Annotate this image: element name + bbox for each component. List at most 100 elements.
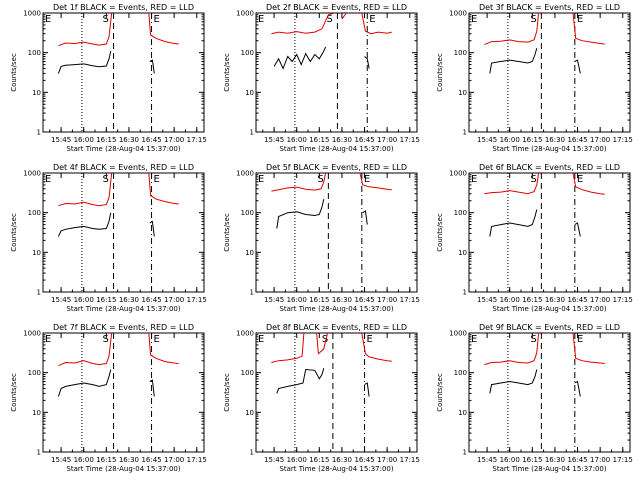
y-tick-label: 1 [250,129,254,137]
y-tick-label: 1 [463,289,467,297]
x-axis-label: Start Time (28-Aug-04 15:37:00) [492,305,606,313]
y-tick-label: 10 [32,249,41,257]
x-tick-label: 16:15 [309,296,329,304]
y-tick-label: 100 [28,49,41,57]
y-tick-label: 1000 [236,330,254,338]
x-tick-label: 15:45 [264,456,284,464]
y-tick-label: 10 [458,249,467,257]
y-tick-label: 100 [28,209,41,217]
y-tick-label: 10 [32,89,41,97]
x-tick-label: 16:30 [545,456,565,464]
detector-panel: Det 2f BLACK = Events, RED = LLD 1 10 100 10… [223,3,420,153]
lld-series-line [484,13,540,46]
x-tick-label: 17:15 [400,456,420,464]
lld-series-line [148,333,179,364]
x-tick-label: 17:00 [377,456,397,464]
x-tick-label: 17:00 [377,296,397,304]
x-tick-label: 16:15 [309,456,329,464]
marker-e-label: E [45,14,51,25]
x-tick-label: 16:15 [522,136,542,144]
detector-panel: Det 5f BLACK = Events, RED = LLD 1 10 100 10… [223,163,420,313]
y-tick-label: 1000 [449,170,467,178]
x-tick-label: 16:00 [74,136,94,144]
marker-s-label: S [322,334,328,345]
lld-series-line [58,173,113,207]
marker-s-label: S [103,174,109,185]
x-axis-label: Start Time (28-Aug-04 15:37:00) [279,465,393,473]
y-tick-label: 1 [463,449,467,457]
x-tick-label: 16:15 [522,296,542,304]
lld-series-line [572,173,605,195]
events-series-line [574,59,581,74]
marker-e-label: E [577,334,583,345]
y-axis-label: Counts/sec [436,373,444,412]
detector-panel: Det 6f BLACK = Events, RED = LLD 1 10 100 10… [436,163,633,313]
events-series-line [276,198,325,229]
detector-panel: Det 8f BLACK = Events, RED = LLD 1 10 100 10… [223,323,420,473]
marker-s-label: S [530,14,536,25]
marker-e-label: E [471,14,477,25]
y-tick-label: 10 [245,249,254,257]
x-tick-label: 17:00 [590,136,610,144]
x-tick-label: 16:00 [287,456,307,464]
marker-e-label: E [369,14,375,25]
x-tick-label: 16:45 [567,136,587,144]
lld-series-line [361,13,392,35]
events-series-line [364,382,370,397]
x-tick-label: 17:00 [590,296,610,304]
x-tick-label: 15:45 [477,456,497,464]
y-tick-label: 1000 [23,330,41,338]
y-axis-label: Counts/sec [436,213,444,252]
marker-s-label: S [103,14,109,25]
x-tick-label: 15:45 [51,136,71,144]
plot-frame [468,12,631,133]
panel-title: Det 6f BLACK = Events, RED = LLD [479,163,620,172]
y-tick-label: 10 [32,409,41,417]
x-tick-label: 17:15 [400,296,420,304]
x-tick-label: 17:00 [164,136,184,144]
marker-e-label: E [471,334,477,345]
y-tick-label: 100 [241,369,254,377]
x-tick-label: 16:45 [354,296,374,304]
lld-series-line [572,13,605,45]
plot-frame [468,332,631,453]
marker-e-label: E [577,174,583,185]
events-series-line [57,369,112,397]
detector-panel: Det 7f BLACK = Events, RED = LLD 1 10 100 10… [10,323,207,473]
x-axis-label: Start Time (28-Aug-04 15:37:00) [279,305,393,313]
y-tick-label: 1000 [449,10,467,18]
plot-frame [42,172,205,293]
x-tick-label: 16:15 [309,136,329,144]
marker-e-label: E [367,334,373,345]
y-axis-label: Counts/sec [223,213,231,252]
y-tick-label: 100 [241,49,254,57]
x-tick-label: 17:15 [613,456,633,464]
x-axis-label: Start Time (28-Aug-04 15:37:00) [492,465,606,473]
lld-series-line [271,13,335,35]
x-tick-label: 16:15 [96,456,116,464]
x-tick-label: 16:00 [500,296,520,304]
plot-frame [255,332,418,453]
events-series-line [574,222,581,237]
x-tick-label: 16:30 [545,136,565,144]
x-tick-label: 16:30 [119,456,139,464]
x-tick-label: 16:45 [567,456,587,464]
plot-frame [255,12,418,133]
x-tick-label: 17:15 [400,136,420,144]
lld-series-line [148,173,179,205]
x-tick-label: 17:15 [613,296,633,304]
y-tick-label: 100 [454,369,467,377]
x-tick-label: 16:45 [354,456,374,464]
events-series-line [489,369,538,394]
x-tick-label: 15:45 [264,296,284,304]
x-tick-label: 16:45 [354,136,374,144]
marker-e-label: E [154,334,160,345]
x-tick-label: 16:00 [74,456,94,464]
x-tick-label: 16:30 [332,136,352,144]
y-tick-label: 100 [454,49,467,57]
detector-panel: Det 1f BLACK = Events, RED = LLD 1 10 100 10… [10,3,207,153]
events-series-line [273,46,327,70]
lld-series-line [341,13,347,20]
events-series-line [364,56,370,69]
x-tick-label: 15:45 [477,136,497,144]
